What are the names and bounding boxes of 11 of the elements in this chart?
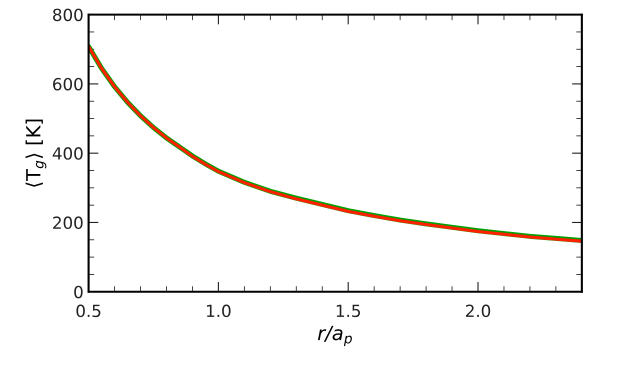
y-tick-label: 400 (52, 147, 83, 160)
x-tick-label: 0.5 (76, 304, 100, 318)
y-tick-label: 0 (74, 286, 83, 298)
x-tick-label: 2.0 (466, 304, 490, 318)
y-axis-title: ⟨T$_{g}$⟩ [K] (26, 120, 46, 187)
y-tick-label: 600 (53, 78, 83, 90)
x-axis-title: r/a$_{p}$ (318, 326, 352, 346)
y-tick-label: 800 (53, 8, 83, 22)
y-tick-label: 200 (53, 216, 83, 230)
x-tick-label: 1.5 (336, 304, 360, 318)
x-tick-label: 1.0 (206, 304, 231, 318)
